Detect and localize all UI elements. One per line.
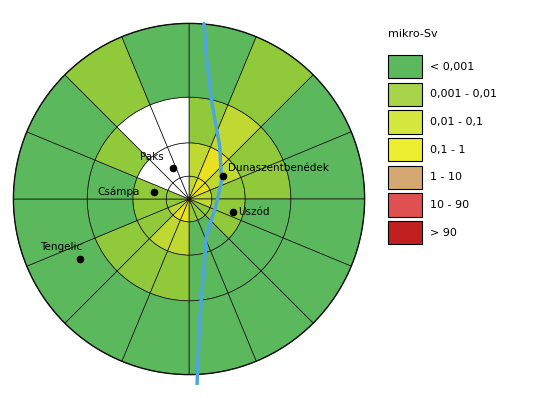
Wedge shape xyxy=(211,105,261,159)
Wedge shape xyxy=(87,199,137,238)
Wedge shape xyxy=(150,97,189,147)
Text: Dunaszentbenédek: Dunaszentbenédek xyxy=(228,163,329,173)
FancyBboxPatch shape xyxy=(388,55,422,78)
Wedge shape xyxy=(122,293,189,375)
Text: Tengelic: Tengelic xyxy=(40,242,82,252)
Wedge shape xyxy=(149,147,180,183)
FancyBboxPatch shape xyxy=(388,193,422,217)
Text: 0,01 - 0,1: 0,01 - 0,1 xyxy=(430,117,483,127)
Wedge shape xyxy=(14,199,95,266)
Wedge shape xyxy=(173,178,189,199)
Wedge shape xyxy=(95,220,149,271)
Text: 1 - 10: 1 - 10 xyxy=(430,172,462,182)
Wedge shape xyxy=(65,271,150,361)
Wedge shape xyxy=(14,132,95,199)
Wedge shape xyxy=(228,37,313,127)
Text: Uszód: Uszód xyxy=(238,207,270,217)
Text: Csámpa: Csámpa xyxy=(98,187,140,197)
Wedge shape xyxy=(189,97,228,147)
Text: Paks: Paks xyxy=(140,152,163,162)
Wedge shape xyxy=(189,199,205,220)
Wedge shape xyxy=(87,160,137,199)
Wedge shape xyxy=(166,199,189,208)
Wedge shape xyxy=(210,199,245,220)
Wedge shape xyxy=(168,183,189,199)
Wedge shape xyxy=(189,293,256,375)
Wedge shape xyxy=(241,199,291,238)
Wedge shape xyxy=(189,176,198,199)
Text: 0,001 - 0,01: 0,001 - 0,01 xyxy=(430,90,496,100)
Wedge shape xyxy=(180,176,189,199)
Wedge shape xyxy=(150,251,189,301)
Wedge shape xyxy=(168,143,189,178)
Wedge shape xyxy=(261,75,351,160)
Wedge shape xyxy=(261,238,351,323)
Text: 10 - 90: 10 - 90 xyxy=(430,200,469,210)
Wedge shape xyxy=(122,23,189,105)
Wedge shape xyxy=(283,199,364,266)
Wedge shape xyxy=(189,251,228,301)
Wedge shape xyxy=(189,190,212,199)
Wedge shape xyxy=(166,190,189,199)
Wedge shape xyxy=(205,208,241,239)
Wedge shape xyxy=(210,178,245,199)
Wedge shape xyxy=(27,75,117,160)
FancyBboxPatch shape xyxy=(388,166,422,189)
Wedge shape xyxy=(137,208,173,239)
Wedge shape xyxy=(189,143,211,178)
FancyBboxPatch shape xyxy=(388,221,422,244)
Text: < 0,001: < 0,001 xyxy=(430,62,474,72)
Wedge shape xyxy=(205,159,241,190)
Text: mikro-Sv: mikro-Sv xyxy=(388,29,438,39)
Wedge shape xyxy=(168,199,189,215)
Wedge shape xyxy=(189,183,210,199)
Wedge shape xyxy=(95,127,149,178)
Wedge shape xyxy=(198,215,229,251)
Wedge shape xyxy=(189,199,212,208)
Wedge shape xyxy=(168,220,189,255)
Wedge shape xyxy=(198,147,229,183)
Wedge shape xyxy=(133,199,168,220)
Wedge shape xyxy=(189,178,205,199)
FancyBboxPatch shape xyxy=(388,83,422,106)
Wedge shape xyxy=(211,239,261,293)
Wedge shape xyxy=(117,239,168,293)
Wedge shape xyxy=(137,159,173,190)
Wedge shape xyxy=(189,23,256,105)
Wedge shape xyxy=(149,215,180,251)
Wedge shape xyxy=(27,238,117,323)
Wedge shape xyxy=(241,160,291,199)
Wedge shape xyxy=(283,132,364,199)
Wedge shape xyxy=(229,127,283,178)
Text: > 90: > 90 xyxy=(430,228,457,238)
Wedge shape xyxy=(189,199,198,222)
Wedge shape xyxy=(229,220,283,271)
FancyBboxPatch shape xyxy=(388,110,422,134)
Wedge shape xyxy=(133,178,168,199)
Wedge shape xyxy=(117,105,168,159)
Text: 0,1 - 1: 0,1 - 1 xyxy=(430,145,465,155)
Wedge shape xyxy=(173,199,189,220)
Wedge shape xyxy=(180,199,189,222)
Wedge shape xyxy=(189,199,210,215)
Wedge shape xyxy=(228,271,313,361)
Wedge shape xyxy=(65,37,150,127)
Wedge shape xyxy=(189,220,211,255)
FancyBboxPatch shape xyxy=(388,138,422,162)
